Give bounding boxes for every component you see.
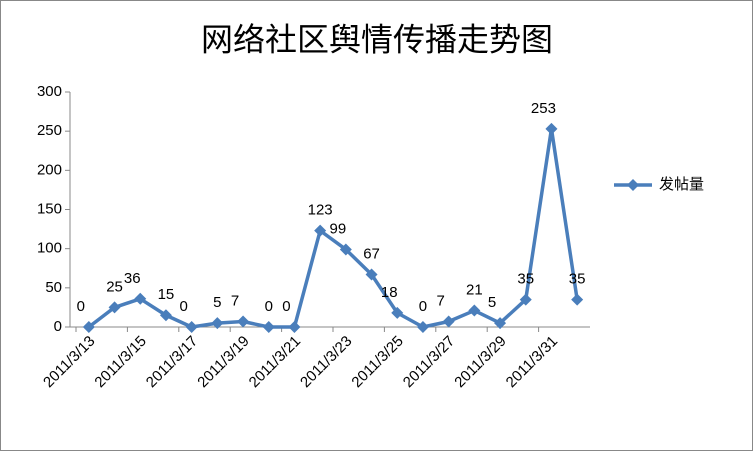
- data-label: 35: [517, 271, 534, 288]
- data-label: 253: [531, 100, 556, 117]
- data-label: 25: [106, 278, 123, 295]
- data-label: 0: [419, 298, 427, 315]
- marker: [314, 224, 327, 237]
- data-label: 0: [282, 298, 290, 315]
- data-label: 0: [265, 298, 273, 315]
- legend-marker: [627, 179, 639, 191]
- data-label: 35: [569, 271, 586, 288]
- data-label: 67: [363, 245, 380, 262]
- marker: [159, 309, 172, 322]
- marker: [416, 321, 429, 333]
- y-tick-label: 100: [37, 240, 62, 257]
- marker: [134, 292, 147, 305]
- marker: [82, 321, 95, 333]
- y-tick-label: 250: [37, 122, 62, 139]
- marker: [494, 317, 507, 330]
- marker: [468, 304, 481, 317]
- data-label: 21: [466, 282, 483, 299]
- y-tick-label: 50: [45, 279, 62, 296]
- marker: [571, 293, 584, 306]
- data-label: 99: [330, 220, 347, 237]
- y-tick-label: 200: [37, 161, 62, 178]
- marker: [339, 243, 352, 256]
- marker: [185, 321, 198, 333]
- marker: [519, 293, 532, 306]
- data-label: 36: [124, 270, 141, 287]
- data-label: 0: [77, 298, 85, 315]
- marker: [262, 321, 275, 333]
- data-label: 15: [158, 286, 175, 303]
- marker: [391, 306, 404, 319]
- marker: [288, 321, 301, 333]
- y-tick-label: 300: [37, 83, 62, 100]
- marker: [108, 301, 121, 314]
- data-label: 123: [308, 202, 333, 219]
- data-label: 5: [213, 294, 221, 311]
- y-tick-label: 0: [54, 318, 62, 335]
- chart-title: 网络社区舆情传播走势图: [201, 21, 553, 57]
- data-label: 0: [179, 298, 187, 315]
- legend-label: 发帖量: [659, 176, 704, 193]
- marker: [442, 315, 455, 328]
- marker: [545, 122, 558, 135]
- y-tick-label: 150: [37, 200, 62, 217]
- data-label: 7: [436, 292, 444, 309]
- data-label: 7: [231, 292, 239, 309]
- marker: [237, 315, 250, 328]
- data-label: 5: [488, 294, 496, 311]
- series-line: [87, 127, 579, 329]
- marker: [211, 317, 224, 330]
- data-label: 18: [381, 284, 398, 301]
- marker: [365, 268, 378, 281]
